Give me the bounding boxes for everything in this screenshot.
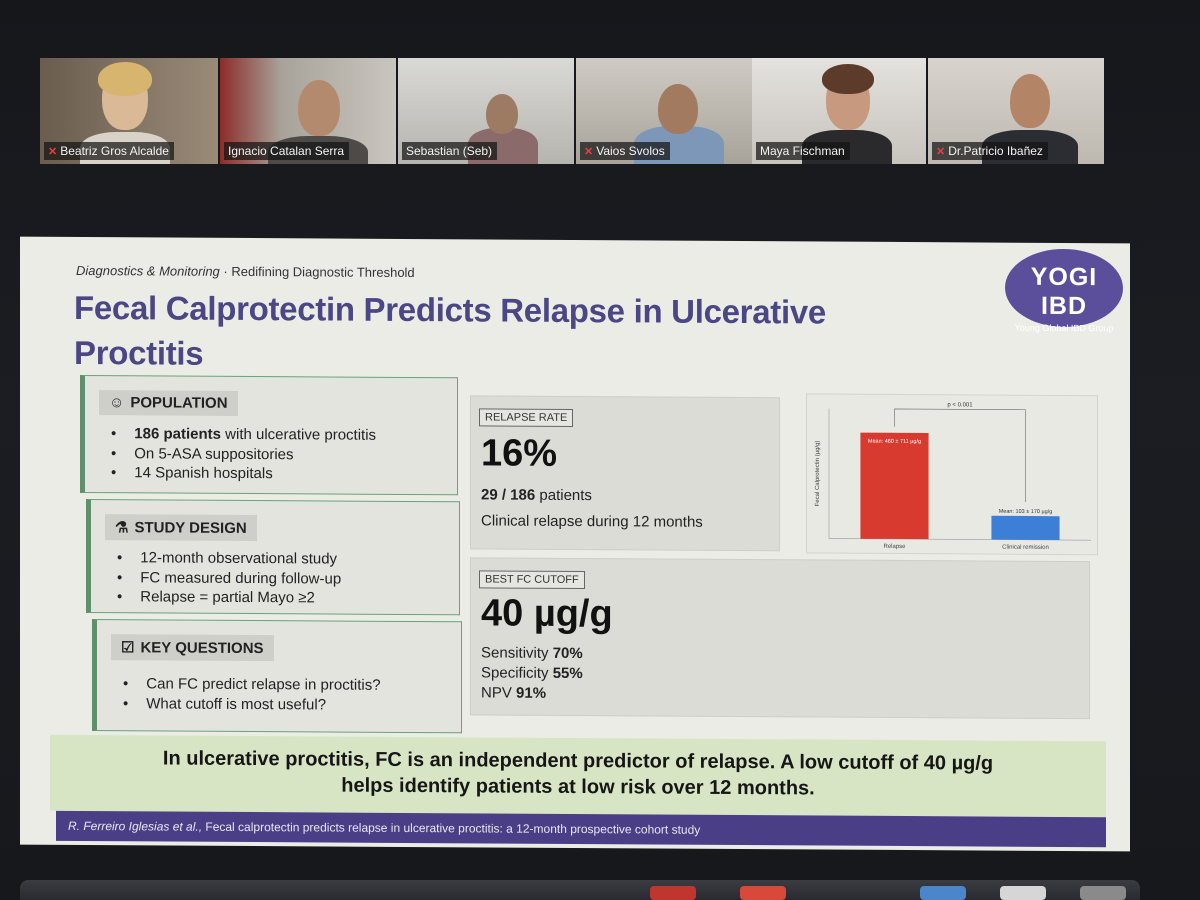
key-questions-header: ☑ KEY QUESTIONS: [111, 634, 274, 662]
brain-icon: ☺: [109, 394, 125, 412]
participant-tile-3[interactable]: Sebastian (Seb): [398, 58, 574, 164]
participant-tile-1[interactable]: ✕ Beatriz Gros Alcalde: [40, 58, 218, 164]
folder-icon[interactable]: [920, 886, 966, 900]
key-questions-card: ☑ KEY QUESTIONS Can FC predict relapse in…: [92, 619, 462, 734]
mic-off-icon: ✕: [584, 145, 594, 158]
best-cutoff-value: 40 µg/g: [481, 592, 613, 636]
taskbar-dock: [20, 880, 1140, 900]
participant-tile-5-speaking[interactable]: Maya Fischman: [752, 58, 926, 164]
sensitivity-line: Sensitivity 70%: [481, 644, 583, 662]
population-header-label: POPULATION: [130, 394, 228, 412]
list-item: On 5-ASA suppositories: [111, 444, 376, 465]
bar-label-1: Mean: 460 ± 711 µg/g: [868, 439, 921, 445]
npv-line: NPV 91%: [481, 684, 546, 701]
kicker-topic: Redifining Diagnostic Threshold: [231, 263, 415, 281]
logo-text: YOGI IBD: [1030, 262, 1098, 321]
mic-off-icon: ✕: [48, 145, 58, 158]
participant-name-tag: ✕ Beatriz Gros Alcalde: [44, 142, 174, 160]
list-item: 186 patients with ulcerative proctitis: [111, 424, 376, 445]
relapse-count-unit: patients: [535, 486, 592, 505]
relapse-count: 29 / 186 patients: [481, 486, 592, 504]
participant-tile-2[interactable]: Ignacio Catalan Serra: [220, 58, 396, 164]
logo-subtitle: Young Global IBD Group: [1014, 322, 1114, 334]
app-icon[interactable]: [1000, 886, 1046, 900]
study-design-list: 12-month observational study FC measured…: [117, 548, 341, 608]
yogi-ibd-logo: YOGI IBD Young Global IBD Group: [1005, 248, 1123, 333]
relapse-count-value: 29 / 186: [481, 486, 536, 504]
citation-title: Fecal calprotectin predicts relapse in u…: [202, 819, 701, 837]
bar-2: [991, 515, 1060, 540]
participant-name: Maya Fischman: [760, 144, 845, 158]
participant-name-tag: Maya Fischman: [756, 142, 850, 160]
participant-name-tag: Sebastian (Seb): [402, 142, 498, 160]
participant-name-tag: ✕ Vaios Svolos: [580, 142, 670, 160]
app-icon[interactable]: [740, 886, 786, 900]
slide-title: Fecal Calprotectin Predicts Relapse in U…: [74, 288, 826, 372]
participant-tile-6[interactable]: ✕ Dr.Patricio Ibañez: [928, 58, 1104, 164]
category-label-1: Relapse: [883, 544, 906, 550]
relapse-rate-tag: RELAPSE RATE: [479, 408, 574, 427]
list-item: 12-month observational study: [117, 548, 341, 569]
patients-count: 186 patients: [134, 425, 221, 443]
participant-name: Vaios Svolos: [596, 144, 665, 158]
participant-strip: ✕ Beatriz Gros Alcalde Ignacio Catalan Se…: [40, 58, 1104, 164]
mic-off-icon: ✕: [936, 145, 946, 158]
chart-svg: Fecal Calprotectin (µg/g) Mean: 460 ± 711…: [815, 402, 1091, 551]
list-item: 14 Spanish hospitals: [111, 463, 376, 484]
sensitivity-label: Sensitivity: [481, 644, 553, 662]
list-item: Can FC predict relapse in proctitis?: [123, 674, 380, 695]
key-questions-header-label: KEY QUESTIONS: [140, 638, 264, 657]
participant-name-tag: ✕ Dr.Patricio Ibañez: [932, 142, 1048, 160]
trash-icon[interactable]: [1080, 886, 1126, 900]
list-item: What cutoff is most useful?: [123, 694, 381, 715]
significance-bracket: [894, 408, 1026, 502]
kicker-separator: ·: [219, 263, 232, 279]
study-design-header-label: STUDY DESIGN: [134, 518, 247, 537]
sensitivity-value: 70%: [552, 644, 583, 663]
relapse-rate-value: 16%: [481, 432, 558, 475]
bar-label-2: Mean: 103 ± 170 µg/g: [999, 509, 1053, 515]
app-icon[interactable]: [650, 886, 696, 900]
list-item-text: with ulcerative proctitis: [220, 425, 377, 444]
population-list: 186 patients with ulcerative proctitis O…: [111, 424, 376, 484]
relapse-rate-card: RELAPSE RATE 16% 29 / 186 patients Clini…: [470, 395, 780, 552]
kicker-section: Diagnostics & Monitoring: [76, 262, 220, 279]
key-questions-list: Can FC predict relapse in proctitis? Wha…: [123, 674, 381, 715]
best-cutoff-card: BEST FC CUTOFF 40 µg/g Sensitivity 70% S…: [470, 557, 1090, 720]
bar-1: [860, 432, 929, 540]
specificity-line: Specificity 55%: [481, 664, 583, 682]
list-item: Relapse = partial Mayo ≥2: [117, 587, 341, 608]
takeaway-banner: In ulcerative proctitis, FC is an indepe…: [50, 734, 1106, 818]
category-label-2: Clinical remission: [1002, 545, 1049, 551]
checkbox-icon: ☑: [121, 639, 135, 657]
participant-name-tag: Ignacio Catalan Serra: [224, 142, 350, 160]
citation-authors: R. Ferreiro Iglesias et al.,: [68, 818, 203, 834]
participant-tile-4[interactable]: ✕ Vaios Svolos: [576, 58, 752, 164]
relapse-description: Clinical relapse during 12 months: [481, 512, 703, 531]
npv-value: 91%: [516, 684, 547, 702]
best-cutoff-tag: BEST FC CUTOFF: [479, 570, 585, 590]
study-design-header: ⚗ STUDY DESIGN: [105, 514, 257, 542]
npv-label: NPV: [481, 684, 517, 702]
participant-name: Ignacio Catalan Serra: [228, 144, 345, 158]
participant-name: Beatriz Gros Alcalde: [60, 144, 169, 158]
study-design-card: ⚗ STUDY DESIGN 12-month observational stu…: [86, 499, 460, 616]
participant-name: Dr.Patricio Ibañez: [948, 144, 1043, 158]
population-card: ☺ POPULATION 186 patients with ulcerative…: [80, 374, 458, 496]
y-axis-label: Fecal Calprotectin (µg/g): [815, 441, 821, 507]
specificity-value: 55%: [552, 664, 583, 683]
presentation-slide: Diagnostics & Monitoring · Redifining Di…: [20, 236, 1130, 852]
citation-footer: R. Ferreiro Iglesias et al., Fecal calpr…: [56, 810, 1106, 848]
specificity-label: Specificity: [481, 664, 553, 682]
population-header: ☺ POPULATION: [99, 390, 238, 416]
microscope-icon: ⚗: [115, 519, 129, 537]
p-value-annotation: p < 0.001: [947, 402, 973, 408]
slide-kicker: Diagnostics & Monitoring · Redifining Di…: [76, 263, 415, 280]
calprotectin-bar-chart: Fecal Calprotectin (µg/g) Mean: 460 ± 711…: [806, 393, 1098, 556]
list-item: FC measured during follow-up: [117, 568, 341, 589]
participant-name: Sebastian (Seb): [406, 144, 493, 158]
